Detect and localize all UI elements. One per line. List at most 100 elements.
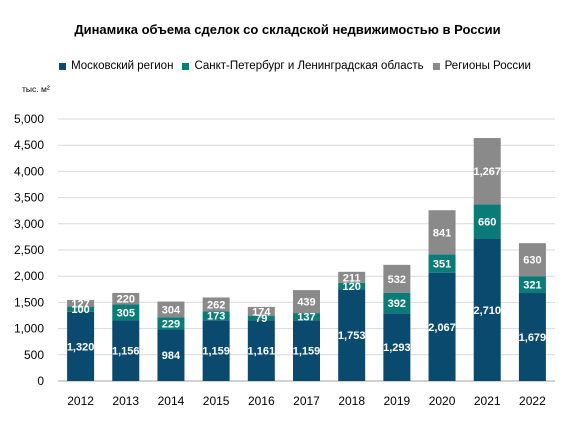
data-label: 173 [207, 311, 225, 323]
y-tick-label: 2,000 [14, 269, 44, 283]
chart-legend: Московский регион Санкт-Петербург и Лени… [0, 60, 569, 72]
data-label: 1,267 [473, 166, 501, 178]
y-tick-label: 2,500 [14, 243, 44, 257]
bar-segment-1 [67, 306, 95, 312]
data-label: 660 [478, 217, 496, 229]
data-label: 137 [297, 312, 315, 324]
data-label: 120 [343, 281, 361, 293]
bar-segment-0 [112, 320, 140, 381]
bar-segment-0 [338, 289, 366, 381]
data-label: 1,320 [67, 341, 95, 353]
y-tick-label: 3,000 [14, 217, 44, 231]
bar-segment-2 [157, 301, 185, 318]
legend-swatch-regions [432, 62, 440, 70]
x-tick-label: 2021 [474, 394, 501, 408]
bar-segment-2 [67, 299, 95, 307]
bar-segment-1 [338, 282, 366, 290]
x-tick-label: 2017 [293, 394, 320, 408]
y-tick-label: 4,500 [14, 138, 44, 152]
bar-segment-0 [428, 272, 456, 381]
bar-segment-1 [202, 311, 230, 321]
data-label: 262 [207, 299, 225, 311]
bar-segment-1 [518, 276, 546, 294]
y-unit-label: тыс. м² [22, 84, 50, 94]
data-label: 532 [388, 274, 406, 286]
legend-swatch-moscow [59, 62, 67, 70]
x-tick-label: 2019 [384, 394, 411, 408]
legend-item-moscow: Московский регион [59, 60, 173, 72]
bar-segment-0 [157, 329, 185, 381]
chart-title: Динамика объема сделок со складской недв… [74, 22, 501, 37]
legend-label-moscow: Московский регион [71, 60, 174, 72]
data-label: 100 [71, 304, 89, 316]
bar-segment-1 [247, 316, 275, 321]
bar-segment-0 [383, 313, 411, 381]
x-tick-label: 2018 [338, 394, 365, 408]
data-label: 1,159 [202, 346, 230, 358]
data-label: 220 [117, 294, 135, 306]
data-label: 630 [523, 255, 541, 267]
data-label: 79 [255, 313, 267, 325]
bar-segment-0 [202, 320, 230, 381]
y-tick-label: 0 [37, 374, 44, 388]
data-label: 304 [162, 304, 181, 316]
data-label: 174 [252, 306, 271, 318]
data-label: 1,159 [293, 346, 321, 358]
bar-segment-2 [293, 290, 320, 314]
bar-segment-1 [428, 254, 456, 273]
y-tick-label: 3,500 [14, 191, 44, 205]
data-label: 392 [388, 298, 406, 310]
legend-label-regions: Регионы России [444, 60, 531, 72]
x-tick-label: 2012 [67, 394, 94, 408]
bar-segment-1 [473, 204, 501, 239]
data-label: 439 [297, 297, 315, 309]
bar-segment-2 [428, 210, 456, 255]
bar-segment-0 [293, 320, 320, 381]
bar-segment-1 [383, 292, 411, 314]
data-label: 2,710 [473, 305, 501, 317]
bar-segment-2 [247, 306, 275, 317]
bar-segment-1 [112, 304, 140, 321]
data-label: 1,753 [338, 330, 366, 342]
y-tick-label: 5,000 [14, 112, 44, 126]
bar-segment-0 [518, 293, 546, 381]
bar-segment-2 [383, 264, 411, 293]
data-label: 321 [523, 280, 541, 292]
data-label: 1,679 [519, 332, 547, 344]
bar-segment-2 [112, 292, 140, 305]
x-tick-label: 2014 [158, 394, 185, 408]
x-tick-label: 2020 [429, 394, 456, 408]
x-tick-label: 2013 [112, 394, 139, 408]
data-label: 351 [433, 258, 451, 270]
data-label: 211 [343, 272, 361, 284]
data-label: 841 [433, 227, 451, 239]
x-tick-label: 2022 [519, 394, 546, 408]
legend-item-spb: Санкт-Петербург и Ленинградская область [182, 60, 424, 72]
bar-segment-0 [473, 238, 501, 381]
data-label: 984 [162, 350, 181, 362]
data-label: 1,293 [383, 342, 411, 354]
y-tick-label: 4,000 [14, 164, 44, 178]
x-tick-label: 2016 [248, 394, 275, 408]
bar-segment-2 [518, 243, 546, 277]
bar-segment-1 [293, 313, 320, 321]
data-label: 229 [162, 318, 180, 330]
bar-segment-2 [473, 138, 501, 205]
data-label: 2,067 [428, 322, 456, 334]
legend-label-spb: Санкт-Петербург и Ленинградская область [194, 60, 424, 72]
x-tick-label: 2015 [203, 394, 230, 408]
data-label: 1,161 [248, 346, 276, 358]
y-tick-label: 500 [24, 348, 44, 362]
data-label: 127 [71, 298, 89, 310]
legend-swatch-spb [182, 62, 190, 70]
y-tick-label: 1,500 [14, 295, 44, 309]
data-label: 1,156 [112, 346, 140, 358]
bar-segment-1 [157, 317, 185, 330]
data-label: 305 [117, 307, 135, 319]
bar-segment-2 [338, 271, 366, 283]
legend-item-regions: Регионы России [432, 60, 531, 72]
bar-segment-0 [247, 320, 275, 381]
bar-segment-0 [67, 311, 95, 381]
bar-segment-2 [202, 297, 230, 312]
